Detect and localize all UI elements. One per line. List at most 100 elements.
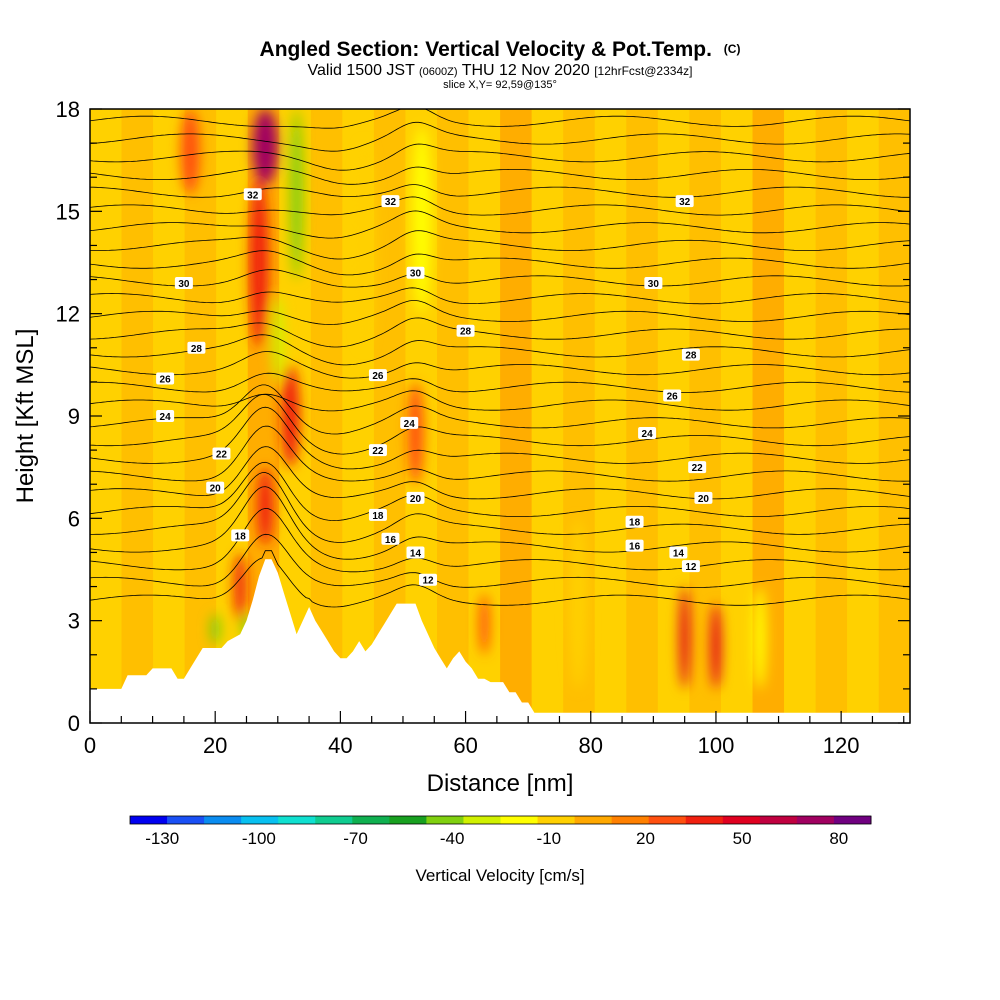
background-band bbox=[720, 109, 753, 723]
svg-text:22: 22 bbox=[216, 450, 228, 461]
title-mark: (C) bbox=[724, 42, 741, 56]
colorbar-swatch bbox=[241, 816, 279, 824]
contour-label: 30 bbox=[644, 276, 663, 290]
theta-contour bbox=[90, 533, 910, 588]
colorbar-tick-label: -100 bbox=[242, 829, 276, 848]
x-tick-label: 0 bbox=[84, 733, 96, 758]
background-band bbox=[531, 109, 564, 723]
colorbar-swatch bbox=[278, 816, 316, 824]
background-band bbox=[500, 109, 532, 723]
svg-text:22: 22 bbox=[372, 446, 384, 457]
contour-label: 28 bbox=[456, 324, 475, 338]
theta-contour bbox=[90, 461, 910, 522]
background-band bbox=[847, 109, 879, 723]
svg-text:32: 32 bbox=[679, 197, 691, 208]
x-axis-label: Distance [nm] bbox=[427, 770, 574, 797]
slice-label: slice X,Y= 92,59@135° bbox=[443, 79, 557, 91]
contour-label: 24 bbox=[400, 416, 419, 430]
contour-label: 22 bbox=[212, 447, 231, 461]
colorbar-swatch bbox=[648, 816, 687, 824]
svg-text:20: 20 bbox=[698, 494, 710, 505]
colorbar-swatch bbox=[463, 816, 501, 824]
svg-text:12: 12 bbox=[685, 562, 697, 573]
svg-text:26: 26 bbox=[667, 392, 679, 403]
theta-contour bbox=[90, 351, 910, 379]
contour-label: 28 bbox=[187, 341, 206, 355]
colorbar-swatch bbox=[574, 816, 613, 824]
theta-contour bbox=[90, 269, 910, 288]
contour-label: 18 bbox=[368, 508, 387, 522]
x-tick-label: 60 bbox=[453, 733, 477, 758]
svg-text:20: 20 bbox=[210, 484, 222, 495]
contour-label: 24 bbox=[638, 427, 657, 440]
colorbar-swatch bbox=[500, 816, 539, 824]
theta-contour bbox=[90, 372, 910, 393]
velocity-feature bbox=[271, 296, 285, 382]
colorbar-swatch bbox=[685, 816, 724, 824]
svg-text:30: 30 bbox=[648, 279, 660, 290]
theta-contour bbox=[90, 166, 910, 185]
theta-contour bbox=[90, 184, 910, 198]
colorbar-tick-label: 50 bbox=[733, 829, 752, 848]
contour-label: 12 bbox=[419, 573, 438, 587]
chart-title: Angled Section: Vertical Velocity & Pot.… bbox=[260, 38, 741, 61]
chart-subtitle: Valid 1500 JST (0600Z) THU 12 Nov 2020 [… bbox=[308, 62, 693, 79]
y-tick-label: 6 bbox=[68, 506, 80, 531]
colorbar-swatch bbox=[722, 816, 761, 824]
theta-contour bbox=[215, 109, 698, 110]
colorbar-frame bbox=[129, 815, 872, 825]
theta-contours bbox=[90, 109, 910, 608]
velocity-feature bbox=[249, 177, 269, 348]
plot-background bbox=[90, 109, 910, 723]
contour-label: 32 bbox=[675, 195, 694, 208]
background-band bbox=[626, 109, 658, 723]
theta-contour bbox=[90, 425, 910, 482]
x-axis: 0 20 40 60 80 100 120 bbox=[84, 711, 905, 758]
contour-label: 16 bbox=[625, 539, 644, 553]
colorbar-tick-label: -10 bbox=[537, 829, 562, 848]
svg-text:32: 32 bbox=[247, 190, 259, 201]
contour-label: 12 bbox=[681, 560, 700, 573]
y-tick-label: 0 bbox=[68, 711, 80, 736]
svg-text:26: 26 bbox=[372, 371, 384, 382]
theta-contour bbox=[90, 250, 910, 276]
contour-label: 22 bbox=[688, 461, 707, 474]
colorbar-tick-label: -130 bbox=[145, 829, 179, 848]
colorbar-swatch bbox=[315, 816, 353, 824]
svg-text:22: 22 bbox=[692, 463, 704, 474]
svg-text:30: 30 bbox=[410, 269, 422, 280]
contour-label: 20 bbox=[406, 491, 425, 505]
x-tick-label: 40 bbox=[328, 733, 352, 758]
colorbar-label: Vertical Velocity [cm/s] bbox=[415, 866, 584, 885]
theta-contour bbox=[90, 446, 910, 500]
background-stripes bbox=[90, 109, 910, 723]
contour-label: 26 bbox=[663, 389, 682, 403]
svg-text:24: 24 bbox=[160, 412, 172, 423]
svg-text:20: 20 bbox=[410, 494, 422, 505]
contour-label: 32 bbox=[381, 195, 400, 208]
theta-contour bbox=[90, 472, 910, 543]
contour-label: 16 bbox=[381, 532, 400, 546]
x-tick-label: 120 bbox=[823, 733, 860, 758]
colorbar-tick-label: -70 bbox=[343, 829, 368, 848]
colorbar-swatch bbox=[833, 816, 872, 824]
terrain bbox=[90, 559, 910, 723]
y-tick-label: 18 bbox=[56, 97, 80, 122]
svg-text:12: 12 bbox=[422, 576, 434, 587]
theta-contour bbox=[90, 317, 910, 348]
contour-label: 30 bbox=[174, 276, 193, 290]
theta-contour bbox=[90, 393, 910, 455]
svg-text:28: 28 bbox=[191, 344, 203, 355]
colorbar-swatch bbox=[352, 816, 390, 824]
contour-label: 26 bbox=[156, 372, 175, 385]
colorbar-swatch bbox=[204, 816, 242, 824]
velocity-feature bbox=[407, 381, 424, 485]
y-axis-label: Height [Kft MSL] bbox=[12, 329, 39, 504]
contour-label: 14 bbox=[669, 546, 688, 559]
theta-contour bbox=[90, 384, 910, 435]
x-tick-label: 20 bbox=[203, 733, 227, 758]
velocity-feature bbox=[356, 143, 375, 348]
svg-text:18: 18 bbox=[629, 518, 641, 529]
y-axis: 0 3 6 9 12 15 18 bbox=[56, 97, 910, 736]
